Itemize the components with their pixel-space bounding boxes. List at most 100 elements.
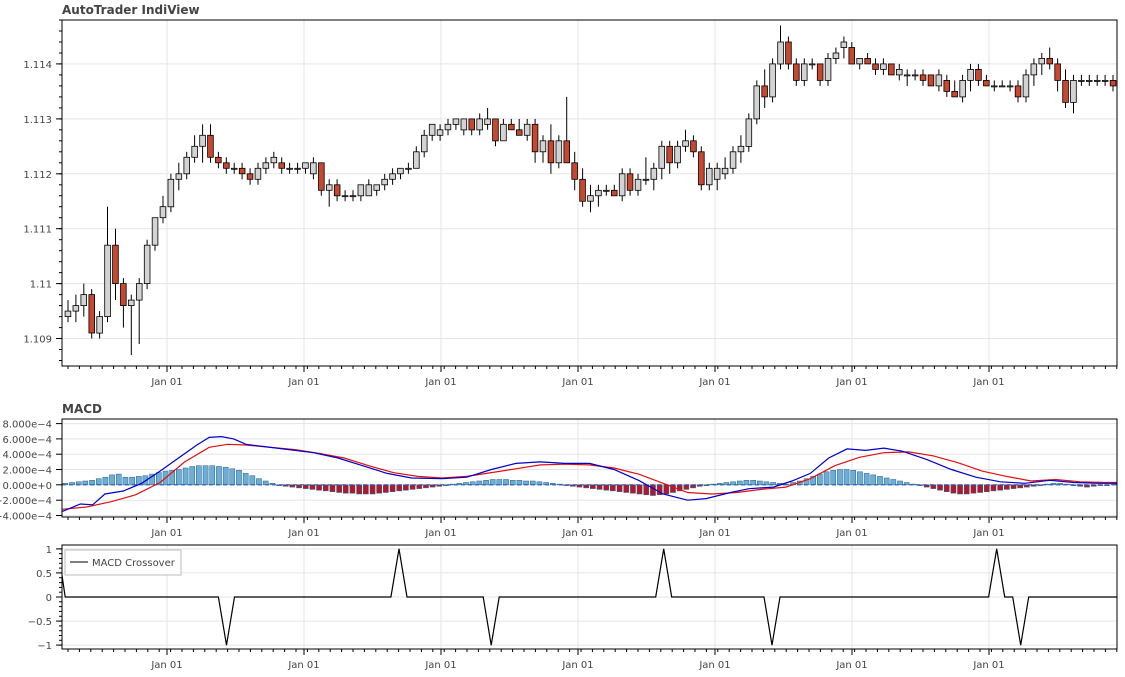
candle-body-down bbox=[1054, 63, 1061, 81]
macd-plot-frame bbox=[61, 418, 1118, 518]
histogram-bar-negative bbox=[650, 484, 656, 496]
candle-body-up bbox=[539, 140, 547, 153]
candle-body-down bbox=[508, 123, 515, 131]
histogram-bar-positive bbox=[169, 470, 175, 486]
x-tick-label: Jan 01 bbox=[972, 660, 1004, 671]
histogram-bar-positive bbox=[750, 480, 756, 486]
histogram-bar-negative bbox=[623, 484, 630, 493]
price-plot-frame bbox=[61, 19, 1118, 367]
histogram-bar-negative bbox=[583, 484, 589, 489]
candle-body-up bbox=[650, 167, 658, 180]
x-tick-label: Jan 01 bbox=[287, 528, 319, 539]
candle-body-down bbox=[563, 140, 571, 164]
y-tick-label: 0.5 bbox=[36, 569, 52, 580]
candle-body-up bbox=[1038, 58, 1046, 65]
histogram-bar-negative bbox=[984, 484, 990, 492]
candle-body-up bbox=[230, 167, 238, 170]
x-tick-label: Jan 01 bbox=[972, 528, 1004, 539]
x-tick-label: Jan 01 bbox=[835, 528, 867, 539]
candle-body-down bbox=[943, 80, 951, 92]
candle-body-down bbox=[207, 134, 214, 158]
histogram-bar-negative bbox=[937, 484, 943, 491]
x-tick-label: Jan 01 bbox=[424, 528, 456, 539]
candle-body-up bbox=[444, 123, 452, 131]
candle-body-up bbox=[808, 63, 816, 66]
y-tick-label: 8.000e−4 bbox=[2, 420, 52, 431]
candle-body-up bbox=[682, 140, 689, 147]
histogram-bar-positive bbox=[115, 473, 122, 486]
y-tick-label: −1 bbox=[37, 641, 52, 652]
y-tick-label: −4.000e−4 bbox=[0, 512, 52, 523]
histogram-bar-positive bbox=[236, 470, 242, 486]
macd-gridlines bbox=[62, 419, 1117, 517]
candle-body-up bbox=[603, 189, 610, 192]
histogram-bar-negative bbox=[436, 484, 443, 487]
candle-body-up bbox=[618, 173, 626, 197]
candle-body-up bbox=[777, 41, 784, 65]
histogram-bar-negative bbox=[322, 484, 329, 492]
candle-body-up bbox=[413, 151, 420, 169]
candle-body-up bbox=[587, 195, 594, 202]
histogram-bar-negative bbox=[636, 484, 643, 495]
candle-body-down bbox=[785, 41, 792, 65]
histogram-bar-negative bbox=[369, 484, 376, 495]
histogram-bar-positive bbox=[182, 467, 189, 486]
macd-panel: MACD −4.000e−4 −2.000e−4 0.000e+0 2.000e−4 4… bbox=[0, 402, 1118, 539]
histogram-bar-positive bbox=[209, 465, 216, 486]
candle-body-up bbox=[1086, 80, 1093, 82]
histogram-bar-positive bbox=[1050, 483, 1057, 486]
signal-line bbox=[61, 443, 1117, 510]
candle-body-down bbox=[975, 69, 982, 81]
histogram-bar-negative bbox=[576, 484, 583, 488]
x-tick-label: Jan 01 bbox=[424, 377, 456, 388]
candle-body-up bbox=[706, 167, 713, 186]
candle-body-down bbox=[468, 118, 475, 131]
candle-body-down bbox=[278, 162, 285, 169]
candle-body-down bbox=[571, 162, 578, 180]
candle-body-up bbox=[381, 178, 388, 186]
histogram-bar-positive bbox=[256, 478, 262, 486]
candle-body-up bbox=[428, 123, 436, 136]
histogram-bar-negative bbox=[590, 484, 596, 489]
candle-body-down bbox=[816, 63, 824, 81]
y-tick-label: 2.000e−4 bbox=[2, 466, 52, 477]
histogram-bar-positive bbox=[723, 482, 730, 486]
candle-body-up bbox=[721, 167, 729, 175]
histogram-bar-negative bbox=[957, 484, 963, 495]
macd-lines bbox=[61, 435, 1117, 513]
candle-body-up bbox=[460, 118, 468, 131]
candle-body-up bbox=[967, 69, 974, 81]
candle-body-up bbox=[595, 189, 602, 197]
candle-body-down bbox=[793, 63, 800, 81]
candle-body-up bbox=[832, 52, 840, 59]
histogram-bar-negative bbox=[1010, 484, 1017, 489]
candle-body-up bbox=[998, 85, 1006, 88]
candle-body-up bbox=[634, 178, 642, 191]
candle-body-down bbox=[492, 118, 499, 142]
histogram-bar-positive bbox=[176, 469, 182, 486]
x-tick-label: Jan 01 bbox=[835, 660, 867, 671]
candle-body-up bbox=[175, 173, 183, 180]
histogram-bar-positive bbox=[489, 479, 496, 486]
histogram-bar-negative bbox=[596, 484, 603, 490]
y-tick-label: 0 bbox=[46, 593, 52, 604]
histogram-bar-positive bbox=[863, 473, 870, 486]
candle-body-down bbox=[112, 244, 119, 284]
histogram-bar-negative bbox=[630, 484, 636, 494]
candle-body-down bbox=[238, 167, 246, 175]
histogram-bar-positive bbox=[883, 477, 890, 486]
histogram-bar-negative bbox=[429, 484, 436, 488]
x-tick-label: Jan 01 bbox=[698, 528, 730, 539]
histogram-bar-negative bbox=[336, 484, 342, 493]
histogram-bar-negative bbox=[383, 484, 389, 493]
candle-body-down bbox=[761, 85, 768, 98]
candle-body-down bbox=[1109, 80, 1117, 87]
candle-body-up bbox=[476, 118, 483, 131]
histogram-bar-negative bbox=[409, 484, 416, 490]
y-tick-label: 4.000e−4 bbox=[2, 450, 52, 461]
candle-body-up bbox=[72, 305, 80, 312]
histogram-bar-negative bbox=[363, 484, 369, 495]
histogram-bar-positive bbox=[850, 470, 857, 486]
price-x-axis: Jan 01 Jan 01 Jan 01 Jan 01 Jan 01 Jan 01 Jan … bbox=[67, 366, 1118, 388]
candle-body-up bbox=[523, 123, 531, 136]
